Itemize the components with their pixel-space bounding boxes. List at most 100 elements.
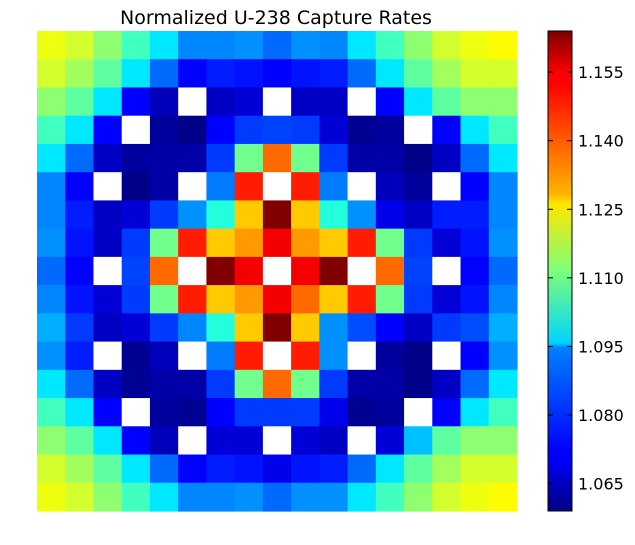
heatmap-cell (291, 200, 320, 230)
heatmap-cell (347, 454, 377, 484)
heatmap-cell (206, 31, 236, 60)
heatmap-cell (37, 31, 66, 60)
heatmap-cell (404, 115, 433, 145)
heatmap-cell (347, 313, 377, 343)
colorbar-tick-label: 1.155 (578, 63, 624, 82)
heatmap-cell (404, 143, 433, 173)
heatmap-cell (149, 172, 179, 202)
heatmap-cell (234, 285, 264, 314)
heatmap-cell (460, 369, 490, 399)
heatmap-cell (488, 87, 518, 117)
heatmap-cell (488, 256, 518, 286)
heatmap-cell (65, 59, 95, 89)
heatmap-cell (65, 143, 95, 173)
heatmap-cell (347, 143, 377, 173)
heatmap-cell (488, 285, 518, 314)
heatmap-cell (121, 256, 151, 286)
heatmap-cell (234, 228, 264, 258)
heatmap-cell (65, 200, 95, 230)
heatmap-cell (375, 313, 405, 343)
heatmap-cell (404, 87, 433, 117)
heatmap-cell (149, 87, 179, 117)
heatmap-cell (375, 115, 405, 145)
heatmap-cell (319, 341, 349, 371)
heatmap-cell (375, 482, 405, 512)
heatmap-cell (488, 398, 518, 427)
heatmap-cell (37, 482, 66, 512)
heatmap-cell (347, 59, 377, 89)
heatmap-cell (121, 172, 151, 202)
heatmap-cell (178, 341, 208, 371)
heatmap-cell (234, 398, 264, 427)
heatmap-cell (149, 426, 179, 456)
heatmap-cell (37, 200, 66, 230)
heatmap-cell (347, 172, 377, 202)
heatmap-cell (149, 285, 179, 314)
heatmap-cell (121, 426, 151, 456)
heatmap-cell (121, 59, 151, 89)
heatmap-cell (291, 398, 320, 427)
colorbar-ticks: 1.065 1.080 1.095 1.110 1.125 1.140 1.155 (548, 63, 624, 494)
heatmap-cell (234, 172, 264, 202)
heatmap-cell (206, 341, 236, 371)
heatmap-cell (93, 59, 123, 89)
heatmap-cell (291, 426, 320, 456)
heatmap-cell (65, 285, 95, 314)
heatmap-cell (460, 398, 490, 427)
heatmap-cell (178, 172, 208, 202)
heatmap-cell (291, 285, 320, 314)
heatmap-cell (488, 115, 518, 145)
colorbar: 1.065 1.080 1.095 1.110 1.125 1.140 1.155 (547, 30, 624, 512)
heatmap-cell (347, 87, 377, 117)
heatmap-cell (291, 87, 320, 117)
heatmap-cell (262, 228, 292, 258)
heatmap-cell (178, 398, 208, 427)
heatmap-cell (206, 398, 236, 427)
heatmap-cell (347, 341, 377, 371)
heatmap-cell (262, 172, 292, 202)
heatmap-cell (93, 341, 123, 371)
heatmap-cell (178, 482, 208, 512)
heatmap-cell (37, 285, 66, 314)
heatmap-cell (404, 313, 433, 343)
heatmap-cell (65, 482, 95, 512)
heatmap-cell (347, 115, 377, 145)
heatmap-cell (93, 115, 123, 145)
heatmap-cell (432, 454, 462, 484)
heatmap-cell (93, 313, 123, 343)
heatmap-cell (404, 369, 433, 399)
heatmap-cell (460, 482, 490, 512)
heatmap-cell (404, 285, 433, 314)
heatmap-cell (262, 200, 292, 230)
heatmap-cell (404, 59, 433, 89)
heatmap-cell (65, 341, 95, 371)
heatmap-cell (65, 31, 95, 60)
heatmap-cell (93, 228, 123, 258)
heatmap-cell (262, 454, 292, 484)
heatmap-cell (375, 369, 405, 399)
heatmap-cell (234, 341, 264, 371)
heatmap-cell (291, 172, 320, 202)
heatmap-cell (488, 454, 518, 484)
heatmap-cell (206, 482, 236, 512)
heatmap-cell (404, 398, 433, 427)
chart-title: Normalized U-238 Capture Rates (120, 7, 432, 29)
heatmap-cell (404, 341, 433, 371)
heatmap-cell (291, 143, 320, 173)
heatmap-cell (65, 398, 95, 427)
heatmap-cell (206, 59, 236, 89)
heatmap-cell (262, 426, 292, 456)
heatmap-cell (375, 454, 405, 484)
heatmap-cell (178, 31, 208, 60)
heatmap-cell (460, 426, 490, 456)
heatmap-cell (149, 228, 179, 258)
heatmap-cell (375, 285, 405, 314)
colorbar-tick-label: 1.125 (578, 200, 624, 219)
heatmap-cell (65, 115, 95, 145)
heatmap-cell (178, 228, 208, 258)
heatmap-cell (291, 369, 320, 399)
heatmap-cell (121, 87, 151, 117)
heatmap-cell (178, 87, 208, 117)
heatmap-cell (291, 59, 320, 89)
heatmap-cell (488, 59, 518, 89)
